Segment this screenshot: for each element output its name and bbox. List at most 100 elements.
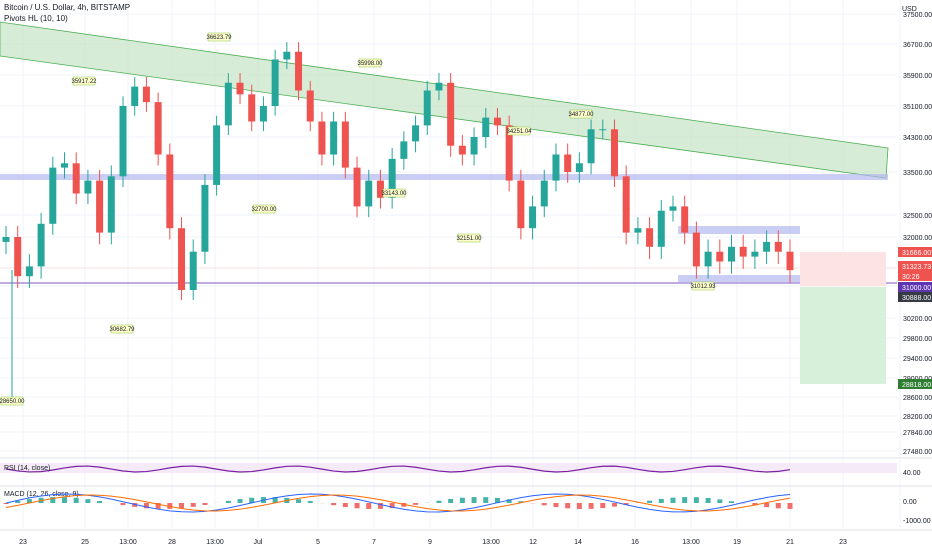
macd-bar [202,503,208,505]
macd-bar [682,497,688,503]
candle [142,86,150,103]
candle [376,180,384,198]
candle [318,121,326,155]
price-tick: 35900.00 [903,73,932,80]
macd-bar [623,503,629,505]
candle [669,206,677,211]
candle [763,241,771,252]
time-tick: 21 [786,539,794,546]
macd-bar [167,503,173,509]
candle [634,228,642,233]
macd-bar [787,503,793,509]
macd-bar [97,500,103,503]
price-tick: 35100.00 [903,104,932,111]
pivot-box [691,281,715,291]
candle [540,180,548,207]
candle [622,176,630,233]
candle [154,102,162,155]
candles [2,42,794,300]
price-tag-bg [898,292,932,302]
pivot-text: 32700.00 [251,207,277,213]
macd-bar [62,497,68,503]
macd-line [5,493,791,513]
time-tick: 25 [81,539,89,546]
price-tag-bg [898,261,932,271]
pivot-label: 36623.79 [206,32,232,42]
time-axis: 23 25 13:00 28 13:00 Jul 5 7 9 13:00 12 14 16 13:00 19… [19,539,847,546]
candle [599,129,607,131]
candle [423,90,431,126]
price-tag-bg [898,247,932,257]
rsi-tick: 40.00 [903,470,921,477]
price-tag: 28818.00 [898,379,932,389]
macd-tick: 0.00 [903,499,917,506]
time-tick: 23 [19,539,27,546]
time-tick: 7 [372,539,376,546]
pivot-box [457,233,481,243]
candle [716,251,724,262]
macd-bar [85,499,91,503]
macd-bar [296,499,302,503]
price-tick: 36700.00 [903,42,932,49]
candle [458,145,466,155]
candle [646,228,654,247]
rsi-band [0,463,897,473]
macd-bar [237,499,243,503]
macd-bar [471,497,477,503]
macd-bar [553,503,559,508]
candle [505,125,513,181]
candle [412,125,420,142]
candle [564,154,572,172]
pivot-text: 35998.00 [357,61,383,67]
macd-bar [658,498,664,503]
candle [482,117,490,137]
macd-bar [565,503,571,509]
pivot-box [0,396,24,406]
macd-bar [120,503,126,506]
macd-histogram [3,497,793,509]
resistance-zone [0,174,888,180]
candle [529,206,537,229]
range-bottom-zone [678,275,800,282]
macd-bar [225,500,231,503]
price-tick: 27840.00 [903,430,932,437]
macd-bar [377,503,383,509]
rsi-line [5,465,791,473]
price-tick: 34300.00 [903,135,932,142]
candle [248,94,256,122]
candle [751,251,759,257]
price-tick: 37500.00 [903,12,932,19]
candle [610,129,618,177]
macd-bar [448,498,454,503]
pivot-text: 33143.00 [381,191,407,197]
price-tag: 30888.00 [898,292,932,302]
time-tick: 23 [839,539,847,546]
macd-bar [611,503,617,507]
candle [84,180,92,194]
macd-bar [775,503,781,509]
time-tick: 14 [574,539,582,546]
pivot-text: 32151.00 [456,236,482,242]
macd-tick: -1000.00 [903,518,931,525]
pivot-box [507,126,531,136]
time-tick: 16 [631,539,639,546]
price-tick: 30200.00 [903,316,932,323]
price-tag-text: 31666.00 [902,250,931,257]
candle [259,106,267,122]
time-tick: 13:00 [682,539,700,546]
macd-bar [459,497,465,503]
price-tag-text: 30888.00 [902,295,931,302]
candle [49,167,57,224]
candle [493,117,501,126]
indicator-label: Pivots HL (10, 10) [4,14,68,23]
price-tag-text: 28818.00 [902,382,931,389]
price-tag-text: 31323.73 [902,264,931,271]
pivot-text: 30682.79 [109,327,135,333]
candle [189,251,197,290]
rsi-label: RSI (14, close) [4,465,50,472]
pivot-label: 32151.00 [456,233,482,243]
price-tick: 32500.00 [903,213,932,220]
candle [119,106,127,177]
pivot-label: 35917.22 [71,76,97,86]
